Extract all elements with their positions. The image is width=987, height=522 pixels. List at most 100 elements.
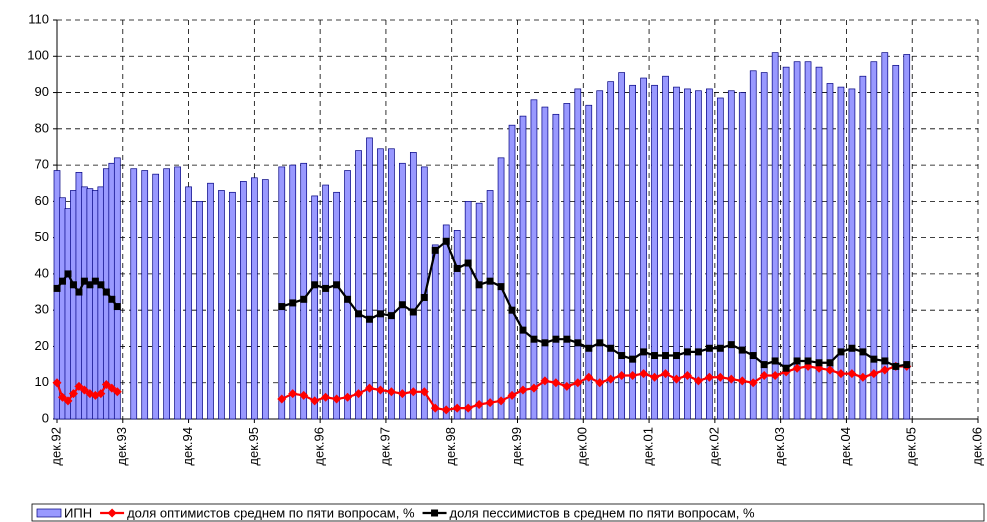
marker <box>69 281 77 289</box>
marker <box>397 389 407 399</box>
bar <box>640 77 647 420</box>
bar <box>453 230 461 420</box>
legend-label: ИПН <box>64 505 92 520</box>
y-tick-label: 0 <box>42 410 49 425</box>
marker <box>551 378 561 388</box>
marker <box>310 396 320 406</box>
bar <box>355 150 362 420</box>
marker <box>782 364 790 372</box>
marker <box>651 352 659 360</box>
marker <box>343 392 353 402</box>
marker <box>726 374 736 384</box>
x-tick-label: дек.05 <box>904 427 919 466</box>
marker <box>640 348 648 356</box>
bar <box>695 90 702 420</box>
marker <box>486 277 494 285</box>
bar <box>596 90 604 420</box>
bar <box>870 61 878 420</box>
marker <box>300 295 308 303</box>
marker <box>387 312 395 320</box>
bar <box>229 191 236 420</box>
marker <box>552 335 560 343</box>
bar <box>793 61 801 420</box>
bar <box>508 124 516 420</box>
marker <box>639 369 649 379</box>
marker <box>881 357 889 365</box>
bar <box>541 106 549 420</box>
marker <box>903 361 911 369</box>
bar <box>399 162 406 420</box>
bar <box>903 54 911 420</box>
marker <box>420 293 428 301</box>
marker <box>859 348 867 356</box>
x-tick-label: дек.96 <box>312 427 327 466</box>
marker <box>815 359 823 367</box>
bar <box>196 201 203 420</box>
bar <box>684 88 691 420</box>
y-tick-label: 90 <box>35 84 49 99</box>
marker <box>759 370 769 380</box>
bar <box>377 148 384 420</box>
marker <box>431 246 439 254</box>
marker <box>662 352 670 360</box>
marker <box>332 394 342 404</box>
marker <box>847 369 857 379</box>
marker <box>365 315 373 323</box>
x-tick-label: дек.04 <box>838 427 853 466</box>
marker <box>112 387 122 397</box>
marker <box>80 277 88 285</box>
marker <box>63 396 73 406</box>
bar <box>662 75 669 420</box>
marker <box>278 303 286 311</box>
marker <box>694 348 702 356</box>
bar <box>837 86 845 420</box>
marker <box>727 341 735 349</box>
marker <box>375 385 385 395</box>
bar <box>892 64 900 420</box>
bar <box>760 72 768 420</box>
bar <box>81 186 88 420</box>
bar <box>651 84 658 420</box>
marker <box>704 372 714 382</box>
marker <box>617 370 627 380</box>
bar <box>64 208 72 420</box>
marker <box>836 369 846 379</box>
marker <box>398 301 406 309</box>
marker <box>705 344 713 352</box>
bar <box>207 182 214 420</box>
marker <box>715 372 725 382</box>
marker <box>452 403 462 413</box>
bar <box>727 90 735 420</box>
marker <box>97 281 105 289</box>
marker <box>880 365 890 375</box>
marker <box>672 352 680 360</box>
bar <box>442 224 450 420</box>
bar <box>826 83 834 420</box>
marker <box>289 299 297 307</box>
x-tick-label: дек.03 <box>772 427 787 466</box>
bar <box>174 166 181 420</box>
marker <box>322 284 330 292</box>
marker <box>79 385 89 395</box>
marker <box>858 372 868 382</box>
bar <box>59 197 66 420</box>
marker <box>474 399 484 409</box>
marker <box>58 277 66 285</box>
marker <box>475 281 483 289</box>
marker <box>386 387 396 397</box>
bar <box>749 70 757 420</box>
marker <box>288 389 298 399</box>
marker <box>848 344 856 352</box>
bar <box>848 88 856 420</box>
bar <box>585 104 593 420</box>
marker <box>91 277 99 285</box>
x-tick-label: дек.06 <box>969 427 984 466</box>
marker <box>574 339 582 347</box>
bar <box>881 52 889 420</box>
marker <box>825 365 835 375</box>
marker <box>496 396 506 406</box>
bar <box>738 92 746 420</box>
marker <box>607 344 615 352</box>
marker <box>321 392 331 402</box>
